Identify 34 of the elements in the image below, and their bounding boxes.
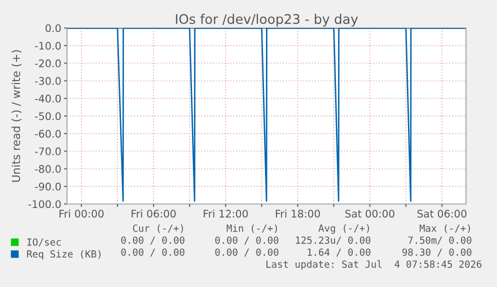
- y-tick-label: -50.0: [35, 112, 61, 120]
- y-tick-label: 0.0: [46, 24, 61, 32]
- text: Cur (-/+): [132, 224, 183, 233]
- legend-label: IO/sec: [27, 238, 61, 246]
- y-axis-title: Units read (-) / write (+): [12, 50, 22, 182]
- x-tick-label: Fri 00:00: [60, 210, 104, 218]
- y-tick-label: -100.0: [28, 200, 61, 208]
- y-tick-label: -80.0: [35, 165, 61, 173]
- text: 0.00 / 0.00: [121, 236, 184, 245]
- y-tick-label: -60.0: [35, 130, 61, 138]
- text: 0.00 / 0.00: [215, 248, 278, 257]
- x-tick-label: Sat 06:00: [417, 210, 466, 218]
- x-tick-label: Sat 00:00: [345, 210, 394, 218]
- y-tick-label: -20.0: [35, 59, 61, 68]
- y-tick-label: -10.0: [35, 42, 61, 50]
- chart-title: IOs for /dev/loop23 - by day: [176, 14, 358, 27]
- text: 125.23u/ 0.00: [296, 236, 370, 245]
- y-tick-label: -70.0: [35, 147, 61, 156]
- text: 7.50m/ 0.00: [408, 236, 472, 245]
- x-tick-label: Fri 12:00: [204, 210, 248, 218]
- text: 0.00 / 0.00: [121, 248, 184, 257]
- y-tick-label: -30.0: [35, 77, 61, 85]
- legend-label: Req Size (KB): [27, 250, 101, 260]
- y-tick-label: -90.0: [35, 182, 61, 191]
- x-tick-label: Fri 06:00: [132, 210, 176, 218]
- text: Min (-/+): [226, 224, 277, 233]
- text: Last update: Sat Jul 4 07:58:45 2026: [266, 260, 482, 270]
- y-tick-label: -40.0: [35, 94, 61, 103]
- text: 0.00 / 0.00: [215, 236, 278, 245]
- text: 98.30 / 0.00: [402, 248, 472, 257]
- text: Avg (-/+): [318, 224, 369, 234]
- text: Max (-/+): [420, 224, 470, 233]
- text: 1.64 / 0.00: [308, 248, 370, 257]
- x-tick-label: Fri 18:00: [276, 210, 320, 218]
